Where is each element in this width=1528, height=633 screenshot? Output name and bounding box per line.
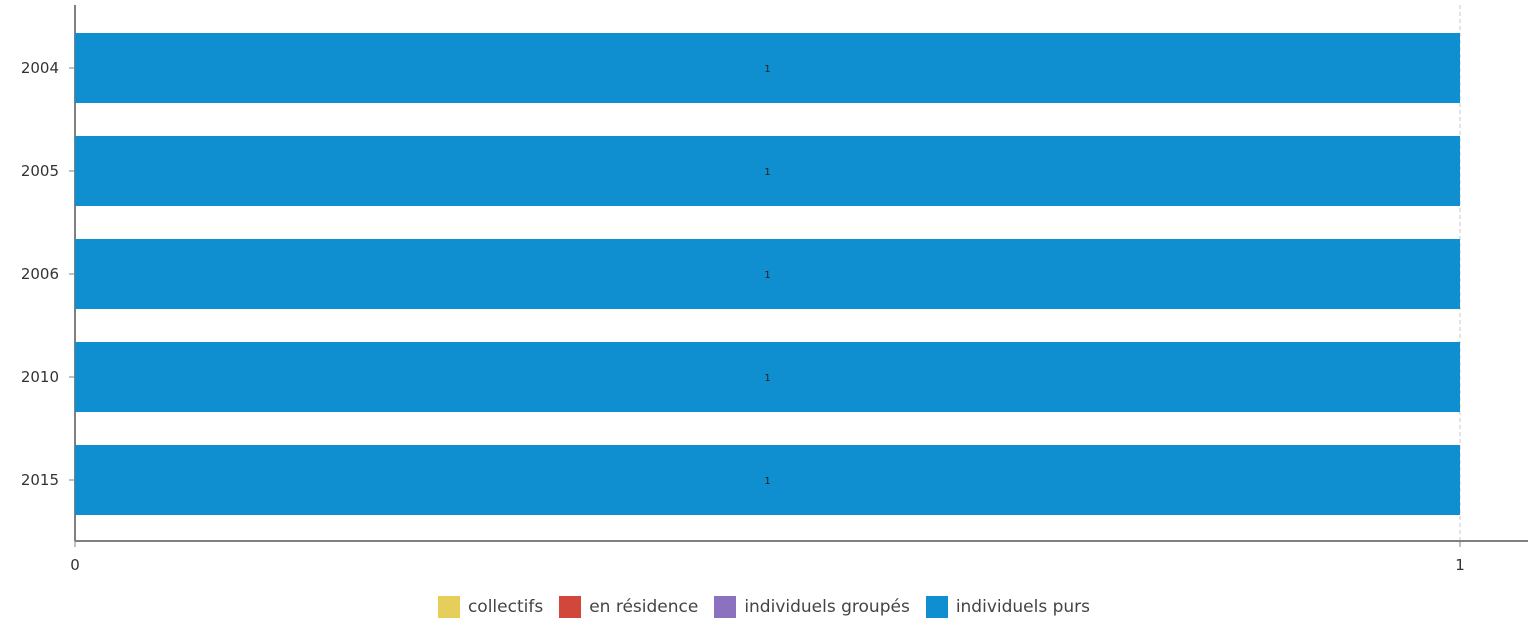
bar-2010-series-3 (75, 342, 1460, 412)
y-tick-label-2010: 2010 (21, 368, 59, 386)
y-tick-label-2005: 2005 (21, 162, 59, 180)
bar-data-label-2004: 1 (764, 64, 770, 75)
legend-item-0[interactable]: collectifs (437, 596, 544, 618)
bar-2006-series-3 (75, 239, 1460, 309)
legend-item-1[interactable]: en résidence (559, 596, 698, 618)
legend-label: en résidence (589, 597, 699, 617)
bar-2005-series-3 (75, 136, 1460, 206)
legend-swatch (925, 596, 948, 618)
legend-label: collectifs (467, 597, 544, 617)
legend-swatch (437, 596, 460, 618)
y-tick-label-2004: 2004 (21, 59, 59, 77)
legend-item-2[interactable]: individuels groupés (714, 596, 910, 618)
legend-swatch (559, 596, 582, 618)
chart-legend: collectifs en résidence individuels groupé… (0, 596, 1528, 618)
y-tick-label-2015: 2015 (21, 471, 59, 489)
y-tick-label-2006: 2006 (21, 265, 59, 283)
bar-2004-series-3 (75, 33, 1460, 103)
x-tick-label-0: 0 (70, 556, 80, 574)
bar-data-label-2010: 1 (764, 373, 770, 384)
legend-swatch (714, 596, 737, 618)
bar-data-label-2015: 1 (764, 476, 770, 487)
legend-label: individuels purs (955, 597, 1091, 617)
x-tick-label-1: 1 (1455, 556, 1465, 574)
legend-label: individuels groupés (744, 597, 910, 617)
bar-data-label-2005: 1 (764, 167, 770, 178)
bar-data-label-2006: 1 (764, 270, 770, 281)
bar-2015-series-3 (75, 445, 1460, 515)
legend-item-3[interactable]: individuels purs (925, 596, 1091, 618)
